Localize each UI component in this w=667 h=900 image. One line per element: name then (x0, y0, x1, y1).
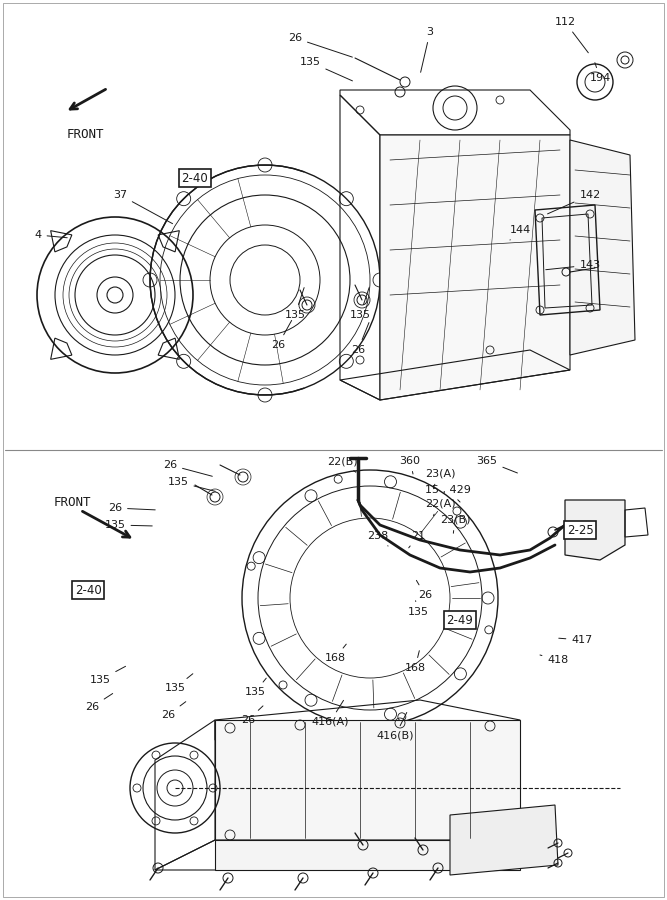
Text: 135: 135 (350, 288, 370, 320)
Text: 26: 26 (271, 320, 291, 350)
Text: 135: 135 (89, 666, 125, 685)
Text: 22(B): 22(B) (327, 456, 358, 472)
Text: 22(A): 22(A) (425, 499, 456, 516)
Text: 135: 135 (167, 477, 215, 491)
Text: 168: 168 (404, 651, 426, 673)
Text: 3: 3 (421, 27, 434, 72)
Text: 135: 135 (408, 600, 428, 617)
Text: 26: 26 (161, 702, 186, 720)
Text: FRONT: FRONT (66, 129, 104, 141)
Text: 26: 26 (351, 322, 369, 355)
Text: 26: 26 (288, 33, 352, 57)
Text: 2-49: 2-49 (447, 614, 474, 626)
Text: 142: 142 (548, 190, 600, 214)
Text: 4: 4 (35, 230, 67, 240)
Text: 21: 21 (409, 531, 425, 548)
Text: 135: 135 (285, 288, 305, 320)
Text: 194: 194 (590, 63, 610, 83)
Text: 135: 135 (245, 679, 266, 697)
Text: 26: 26 (241, 706, 263, 725)
Text: 418: 418 (540, 655, 569, 665)
Text: 135: 135 (299, 57, 352, 81)
Polygon shape (215, 720, 520, 840)
Text: 360: 360 (400, 456, 420, 474)
Text: 365: 365 (476, 456, 518, 473)
Text: 2-25: 2-25 (567, 524, 594, 536)
Text: 15 , 429: 15 , 429 (425, 485, 471, 502)
Text: 26: 26 (416, 580, 432, 600)
Polygon shape (380, 135, 570, 400)
Text: 23(B): 23(B) (440, 515, 470, 533)
Text: 416(B): 416(B) (376, 713, 414, 741)
Text: 26: 26 (108, 503, 155, 513)
Text: 2-40: 2-40 (75, 583, 101, 597)
Text: 416(A): 416(A) (311, 700, 349, 727)
Text: 112: 112 (554, 17, 588, 53)
Polygon shape (570, 140, 635, 355)
Text: 26: 26 (85, 694, 113, 712)
Text: 135: 135 (105, 520, 152, 530)
Text: 144: 144 (510, 225, 531, 240)
Text: FRONT: FRONT (53, 496, 91, 508)
Text: 168: 168 (324, 644, 346, 663)
Text: 135: 135 (165, 674, 193, 693)
Polygon shape (565, 500, 625, 560)
Text: 417: 417 (559, 635, 592, 645)
Text: 23(A): 23(A) (425, 469, 456, 488)
Polygon shape (450, 805, 558, 875)
Text: 37: 37 (113, 190, 173, 224)
Text: 143: 143 (546, 260, 600, 270)
Polygon shape (215, 840, 520, 870)
Text: 2-40: 2-40 (181, 172, 208, 184)
Text: 238: 238 (368, 531, 389, 546)
Text: 26: 26 (163, 460, 212, 476)
